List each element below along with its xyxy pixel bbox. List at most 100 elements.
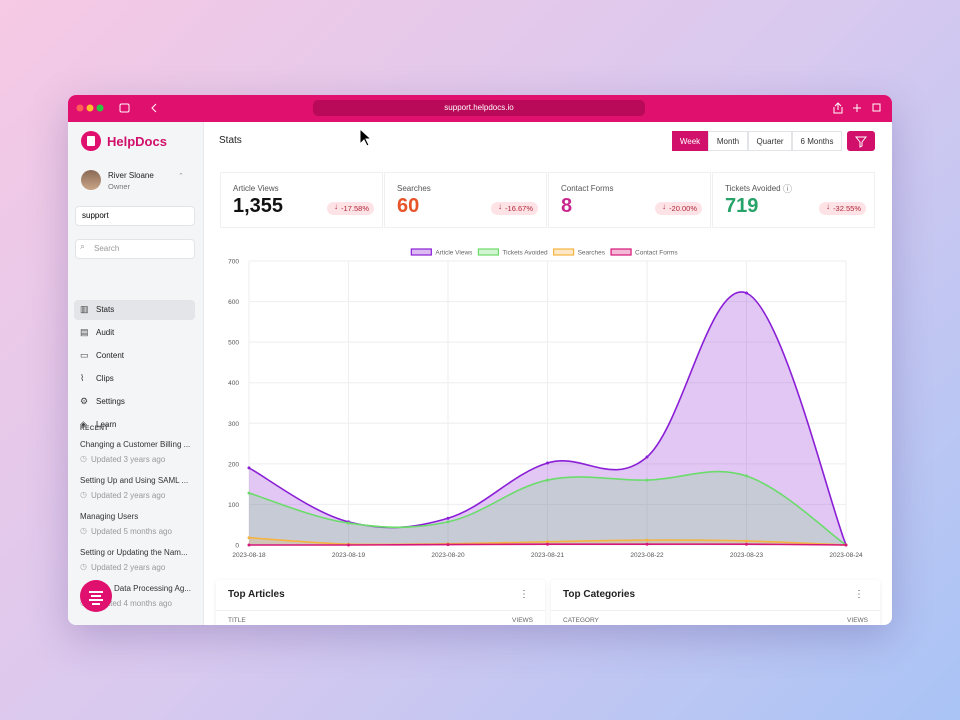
info-icon[interactable]: ⓘ xyxy=(783,184,793,194)
column-header: CATEGORY xyxy=(563,617,599,624)
legend-swatch xyxy=(477,248,500,256)
address-bar[interactable]: support.helpdocs.io xyxy=(313,100,645,116)
tabs-button[interactable] xyxy=(872,103,881,112)
panel: Top Articles ⋮ TITLE VIEWS xyxy=(216,580,545,625)
browser-window: support.helpdocs.io HelpDocs River Sloan… xyxy=(68,95,892,625)
panel-title: Top Articles xyxy=(228,589,285,600)
legend-label: Contact Forms xyxy=(635,250,678,257)
series-area xyxy=(249,291,846,545)
nav-item[interactable]: Clips xyxy=(96,374,114,383)
stat-card: Article Views 1,355 -17.58% ↓ xyxy=(220,172,383,228)
stat-label: Contact Forms xyxy=(561,184,614,193)
recent-title[interactable]: Setting or Updating the Nam... xyxy=(80,548,188,557)
data-point xyxy=(546,542,549,546)
nav-item[interactable]: Audit xyxy=(96,328,115,337)
x-tick-label: 2023-08-21 xyxy=(531,552,565,559)
site-selector[interactable]: support xyxy=(75,206,195,226)
recent-updated: Updated 3 years ago xyxy=(91,455,166,464)
data-point xyxy=(247,543,251,547)
stat-card: Tickets Avoided 719 -32.55% ↓ ⓘ xyxy=(712,172,875,228)
change-arrow: ↓ xyxy=(334,202,338,211)
x-tick-label: 2023-08-20 xyxy=(431,552,465,559)
x-tick-label: 2023-08-23 xyxy=(730,552,764,559)
stat-change: -32.55% xyxy=(819,202,866,215)
stat-value: 1,355 xyxy=(233,195,284,217)
clock-icon: ◷ xyxy=(80,454,87,463)
x-tick-label: 2023-08-22 xyxy=(630,552,664,559)
clock-icon: ◷ xyxy=(80,562,87,571)
data-point xyxy=(446,543,450,547)
new-tab-button[interactable] xyxy=(853,104,861,112)
nav-item[interactable]: Stats xyxy=(74,300,195,320)
user-menu-chevron[interactable]: ⌃ xyxy=(178,173,184,180)
period-button[interactable]: Month xyxy=(708,131,748,151)
change-arrow: ↓ xyxy=(662,202,666,211)
y-tick-label: 600 xyxy=(228,299,239,306)
stat-label: Searches xyxy=(397,184,431,193)
data-point xyxy=(347,543,350,547)
clock-icon: ◷ xyxy=(80,526,87,535)
minimize-button[interactable] xyxy=(86,104,94,112)
period-button[interactable]: Week xyxy=(672,131,708,151)
stat-change: -20.00% xyxy=(655,202,702,215)
data-point xyxy=(247,466,251,470)
zoom-button[interactable] xyxy=(96,104,104,112)
nav-item[interactable]: Learn xyxy=(96,420,117,429)
nav-icon: ⚙ xyxy=(80,396,89,406)
series-area xyxy=(249,537,846,545)
brand-name: HelpDocs xyxy=(107,134,167,149)
panel-menu[interactable]: ⋮ xyxy=(854,589,864,600)
back-button[interactable] xyxy=(151,103,157,113)
data-point xyxy=(247,536,251,540)
filter-button[interactable] xyxy=(847,131,875,151)
share-button[interactable] xyxy=(833,102,843,114)
nav-icon: ▤ xyxy=(80,327,89,337)
x-tick-label: 2023-08-19 xyxy=(332,552,366,559)
recent-title[interactable]: Changing a Customer Billing ... xyxy=(80,440,191,449)
user-role: Owner xyxy=(108,182,131,191)
data-point xyxy=(745,539,748,543)
data-point xyxy=(546,540,549,544)
sidebar-toggle[interactable] xyxy=(119,103,130,113)
panel-title: Top Categories xyxy=(563,589,636,600)
y-tick-label: 200 xyxy=(228,461,239,468)
stat-label: Tickets Avoided xyxy=(725,184,781,193)
recent-updated: Updated 5 months ago xyxy=(91,527,172,536)
stat-value: 8 xyxy=(561,195,573,217)
avatar xyxy=(81,170,101,190)
y-tick-label: 500 xyxy=(228,340,239,347)
recent-title[interactable]: Setting Up and Using SAML ... xyxy=(80,476,189,485)
stat-card: Contact Forms 8 -20.00% ↓ xyxy=(548,172,711,228)
recent-updated: Updated 2 years ago xyxy=(91,563,166,572)
period-button[interactable]: 6 Months xyxy=(792,131,842,151)
x-tick-label: 2023-08-18 xyxy=(232,552,266,559)
legend-label: Tickets Avoided xyxy=(502,250,548,257)
recent-title[interactable]: Data Processing Ag... xyxy=(114,584,191,593)
toolbar-icons xyxy=(76,102,881,114)
nav-icon: ⌇ xyxy=(80,373,85,383)
close-button[interactable] xyxy=(76,104,84,112)
search-icon: ⌕ xyxy=(80,241,86,251)
legend-label: Searches xyxy=(578,250,606,257)
recent-title[interactable]: Managing Users xyxy=(80,512,139,521)
nav-item[interactable]: Content xyxy=(96,351,125,360)
data-point xyxy=(745,474,748,478)
stat-change: -17.58% xyxy=(327,202,374,215)
recent-heading: RECENT xyxy=(80,425,109,432)
panel-menu[interactable]: ⋮ xyxy=(519,589,529,600)
sidebar: HelpDocs River Sloane Owner ⌃ support Se… xyxy=(68,122,204,625)
period-button[interactable]: Quarter xyxy=(748,131,792,151)
y-tick-label: 400 xyxy=(228,380,239,387)
nav-item[interactable]: Settings xyxy=(96,397,125,406)
help-widget[interactable] xyxy=(80,580,112,612)
search-box[interactable]: Search xyxy=(75,239,195,259)
recent-updated: Updated 4 months ago xyxy=(91,599,172,608)
line-chart: 0 100 200 300 400 500 600 700 2023-08-18 2023-08-… xyxy=(228,248,863,559)
clock-icon: ◷ xyxy=(80,490,87,499)
data-point xyxy=(745,542,748,546)
data-point xyxy=(844,543,848,547)
y-tick-label: 700 xyxy=(228,259,239,266)
data-point xyxy=(546,461,549,465)
stat-change: -16.67% xyxy=(491,202,538,215)
